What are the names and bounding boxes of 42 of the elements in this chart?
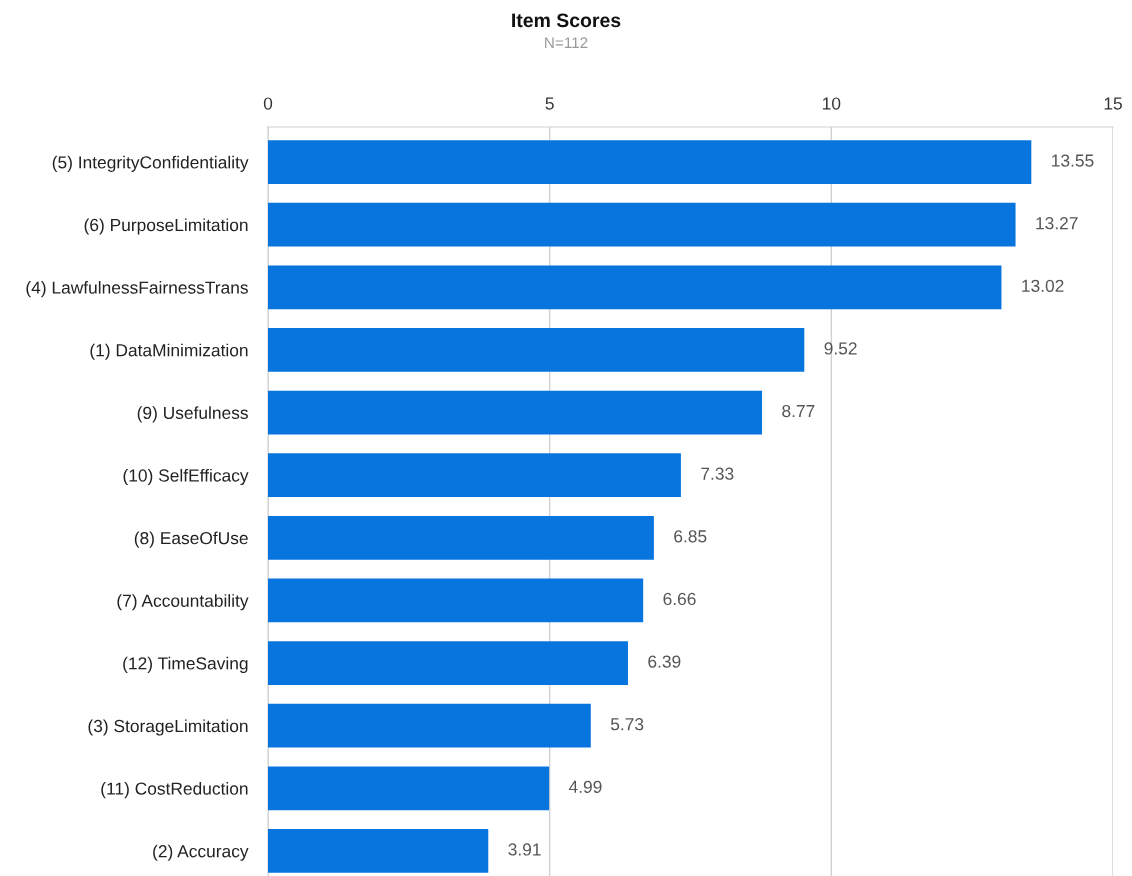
bar: [268, 265, 1002, 310]
chart-subtitle: N=112: [545, 37, 588, 48]
x-tick-label: 0: [263, 97, 273, 110]
y-tick-label: (12) TimeSaving: [123, 656, 248, 673]
bar: [268, 390, 763, 435]
x-tick-label: 10: [823, 97, 841, 110]
y-tick-label: (1) DataMinimization: [90, 343, 248, 360]
y-tick-label: (7) Accountability: [117, 594, 249, 611]
bar: [268, 641, 628, 685]
data-label: 13.55: [1052, 154, 1094, 167]
y-tick-label: (5) IntegrityConfidentiality: [52, 155, 249, 172]
bar: [268, 515, 654, 560]
y-tick-label: (8) EaseOfUse: [134, 531, 248, 548]
y-tick-label: (10) SelfEfficacy: [123, 468, 249, 486]
bar: [268, 140, 1032, 184]
bar: [268, 578, 644, 623]
y-tick-label: (3) StorageLimitation: [88, 719, 248, 736]
y-tick-label: (2) Accuracy: [153, 844, 249, 861]
bar: [268, 829, 489, 873]
bar: [268, 766, 550, 811]
x-tick-label: 15: [1104, 97, 1122, 110]
data-label: 13.02: [1022, 279, 1064, 292]
bar: [268, 328, 805, 372]
chart-title: Item Scores: [512, 13, 621, 28]
bar: [268, 453, 681, 498]
data-label: 5.73: [610, 718, 644, 731]
x-tick-label: 5: [545, 97, 554, 110]
data-label: 8.77: [782, 404, 815, 418]
y-tick-label: (9) Usefulness: [137, 406, 248, 423]
data-label: 6.85: [674, 530, 707, 543]
data-label: 13.27: [1036, 217, 1078, 230]
data-label: 7.33: [701, 467, 734, 480]
data-label: 6.39: [648, 655, 681, 668]
y-tick-label: (4) LawfulnessFairnessTrans: [26, 281, 248, 298]
bar: [268, 703, 591, 748]
data-label: 9.52: [824, 342, 857, 355]
data-label: 3.91: [508, 843, 541, 856]
y-tick-label: (6) PurposeLimitation: [84, 218, 248, 235]
bar: [268, 202, 1016, 247]
y-tick-label: (11) CostReduction: [101, 782, 248, 799]
data-label: 4.99: [568, 780, 602, 793]
data-label: 6.66: [663, 592, 696, 606]
